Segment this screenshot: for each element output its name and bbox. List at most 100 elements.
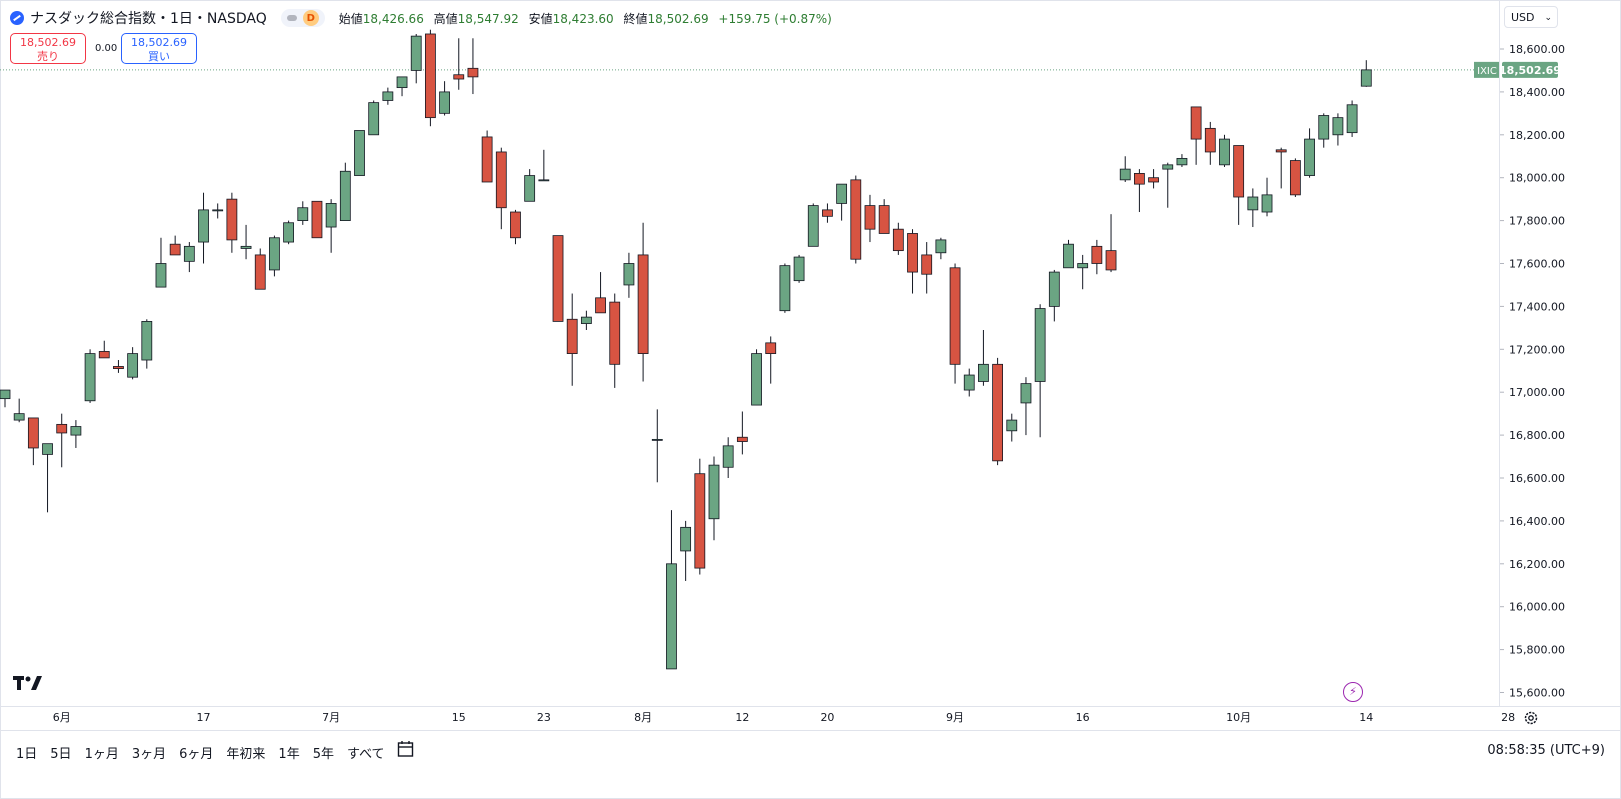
candle[interactable] (396, 76, 408, 97)
timeframe-5d[interactable]: 5日 (50, 747, 72, 762)
candle[interactable] (325, 199, 337, 253)
candle[interactable] (169, 235, 181, 256)
lightning-icon[interactable]: ⚡ (1343, 682, 1363, 702)
candle[interactable] (538, 149, 550, 182)
candle[interactable] (751, 349, 762, 406)
candle[interactable] (1190, 106, 1202, 165)
candle[interactable] (354, 130, 365, 176)
market-status-pill[interactable]: D (280, 9, 325, 27)
candle[interactable] (1091, 239, 1103, 275)
candle[interactable] (1119, 156, 1131, 182)
candle[interactable] (113, 360, 124, 373)
candle[interactable] (1233, 145, 1245, 225)
candle[interactable] (1105, 214, 1117, 273)
candle[interactable] (793, 254, 805, 283)
candle[interactable] (1360, 60, 1372, 87)
candle[interactable] (524, 169, 536, 202)
candle[interactable] (1289, 158, 1301, 198)
candle[interactable] (254, 248, 266, 290)
gear-icon[interactable] (1523, 710, 1539, 726)
candle[interactable] (127, 347, 139, 380)
candle[interactable] (1034, 304, 1046, 438)
candle[interactable] (1020, 377, 1032, 436)
candle[interactable] (410, 33, 422, 84)
candle[interactable] (921, 242, 933, 294)
candle[interactable] (212, 203, 224, 219)
candle[interactable] (1204, 121, 1216, 165)
candle[interactable] (1148, 169, 1159, 189)
candle[interactable] (623, 252, 635, 298)
candle[interactable] (339, 162, 351, 221)
candle[interactable] (297, 201, 309, 225)
candle[interactable] (439, 81, 450, 116)
candle[interactable] (1176, 154, 1188, 167)
candle[interactable] (878, 199, 890, 234)
timeframe-1m[interactable]: 1ヶ月 (84, 747, 119, 762)
timeframe-3m[interactable]: 3ヶ月 (131, 747, 167, 762)
candle[interactable] (651, 409, 663, 483)
candle[interactable] (510, 209, 521, 245)
candle[interactable] (666, 510, 677, 670)
timeframe-6m[interactable]: 6ヶ月 (179, 747, 214, 762)
candle[interactable] (1077, 254, 1089, 290)
candle[interactable] (183, 242, 195, 273)
candle[interactable] (1219, 134, 1230, 167)
candle[interactable] (141, 319, 153, 369)
candle[interactable] (1346, 100, 1358, 137)
candle[interactable] (850, 175, 862, 264)
candle[interactable] (198, 192, 209, 264)
symbol-title[interactable]: ナスダック総合指数・1日・NASDAQ (30, 11, 267, 27)
timeframe-all[interactable]: すべて (346, 747, 385, 762)
timeframe-1d[interactable]: 1日 (16, 747, 38, 762)
candle[interactable] (1261, 177, 1273, 217)
timeframe-1y[interactable]: 1年 (278, 747, 300, 762)
candle[interactable] (56, 413, 68, 468)
candle[interactable] (836, 183, 848, 221)
candle[interactable] (949, 263, 961, 384)
symbol-logo-icon[interactable] (10, 11, 24, 25)
candle[interactable] (580, 310, 592, 330)
candle[interactable] (70, 420, 82, 448)
candle[interactable] (1318, 113, 1330, 148)
candle[interactable] (694, 458, 706, 575)
candle[interactable] (467, 38, 479, 95)
candle[interactable] (1162, 162, 1174, 208)
candle[interactable] (807, 203, 819, 247)
candle[interactable] (1134, 169, 1145, 213)
candle[interactable] (495, 147, 507, 230)
candle[interactable] (722, 437, 734, 478)
candle[interactable] (822, 203, 833, 223)
candle[interactable] (609, 293, 621, 388)
candle[interactable] (736, 411, 748, 455)
candle[interactable] (566, 293, 578, 386)
candle[interactable] (1247, 188, 1259, 228)
candle[interactable] (27, 417, 39, 466)
candle[interactable] (864, 194, 876, 243)
clock-readout[interactable]: 08:58:35 (UTC+9) (1487, 743, 1605, 758)
buy-button[interactable]: 18,502.69 買い (121, 33, 197, 64)
candle[interactable] (935, 237, 947, 260)
candle[interactable] (1006, 413, 1018, 442)
candle[interactable] (424, 29, 436, 127)
candle[interactable] (552, 235, 564, 322)
candle[interactable] (226, 192, 238, 253)
candle[interactable] (368, 100, 380, 136)
candle[interactable] (680, 520, 692, 581)
candle[interactable] (283, 220, 295, 245)
candle[interactable] (779, 263, 791, 313)
candle[interactable] (13, 398, 25, 423)
candle[interactable] (84, 349, 96, 403)
candle[interactable] (453, 38, 465, 90)
candle[interactable] (595, 272, 606, 314)
candle[interactable] (892, 222, 904, 255)
candle[interactable] (1063, 239, 1074, 269)
candle[interactable] (978, 329, 989, 386)
tradingview-logo-icon[interactable] (13, 676, 43, 694)
currency-select[interactable]: USD ⌄ (1504, 6, 1558, 28)
candle[interactable] (1332, 113, 1344, 146)
timeframe-ytd[interactable]: 年初来 (226, 747, 266, 762)
candle[interactable] (155, 237, 167, 288)
candle[interactable] (1048, 269, 1060, 322)
candle[interactable] (1304, 128, 1315, 178)
candle[interactable] (481, 130, 493, 183)
